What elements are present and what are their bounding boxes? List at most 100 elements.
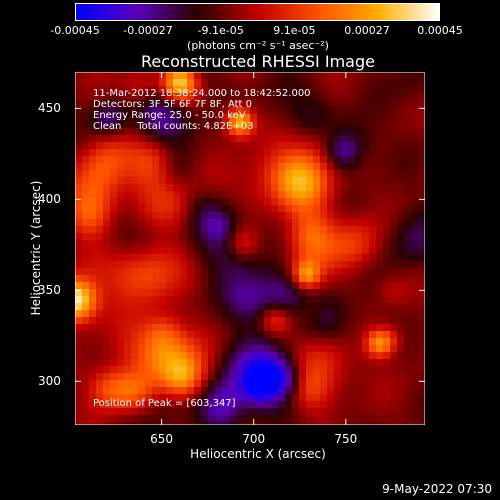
heatmap-cell (376, 268, 383, 275)
heatmap-cell (306, 114, 313, 121)
heatmap-cell (348, 415, 355, 422)
heatmap-cell (229, 387, 236, 394)
heatmap-cell (278, 359, 285, 366)
heatmap-cell (159, 254, 166, 261)
heatmap-cell (138, 422, 145, 425)
heatmap-cell (117, 177, 124, 184)
heatmap-cell (257, 205, 264, 212)
heatmap-cell (313, 205, 320, 212)
heatmap-cell (166, 317, 173, 324)
heatmap-cell (397, 191, 404, 198)
heatmap-cell (257, 226, 264, 233)
heatmap-cell (229, 415, 236, 422)
heatmap-cell (82, 422, 89, 425)
heatmap-cell (208, 191, 215, 198)
heatmap-cell (390, 366, 397, 373)
heatmap-cell (187, 422, 194, 425)
heatmap-cell (362, 324, 369, 331)
heatmap-cell (82, 177, 89, 184)
heatmap-cell (271, 72, 278, 79)
heatmap-cell (124, 156, 131, 163)
heatmap-cell (229, 359, 236, 366)
heatmap-cell (215, 261, 222, 268)
heatmap-cell (376, 380, 383, 387)
heatmap-cell (152, 387, 159, 394)
heatmap-cell (131, 219, 138, 226)
heatmap-cell (355, 422, 362, 425)
heatmap-cell (257, 114, 264, 121)
heatmap-cell (110, 177, 117, 184)
heatmap-cell (173, 401, 180, 408)
heatmap-cell (96, 156, 103, 163)
heatmap-cell (75, 247, 82, 254)
heatmap-cell (180, 177, 187, 184)
heatmap-cell (166, 289, 173, 296)
heatmap-cell (334, 338, 341, 345)
annotation-time-range: 11-Mar-2012 18:38:24.000 to 18:42:52.000 (93, 88, 311, 99)
heatmap-cell (82, 345, 89, 352)
heatmap-cell (334, 345, 341, 352)
heatmap-cell (152, 359, 159, 366)
heatmap-cell (222, 268, 229, 275)
heatmap-cell (271, 86, 278, 93)
heatmap-cell (103, 352, 110, 359)
heatmap-cell (194, 324, 201, 331)
heatmap-cell (187, 177, 194, 184)
heatmap-cell (376, 142, 383, 149)
heatmap-cell (124, 261, 131, 268)
heatmap-cell (341, 380, 348, 387)
heatmap-cell (383, 373, 390, 380)
heatmap-cell (75, 191, 82, 198)
heatmap-cell (229, 170, 236, 177)
heatmap-cell (362, 387, 369, 394)
heatmap-cell (194, 163, 201, 170)
heatmap-cell (397, 366, 404, 373)
heatmap-cell (138, 107, 145, 114)
heatmap-cell (341, 191, 348, 198)
heatmap-cell (348, 107, 355, 114)
heatmap-cell (306, 93, 313, 100)
heatmap-cell (103, 394, 110, 401)
heatmap-cell (271, 317, 278, 324)
heatmap-cell (264, 184, 271, 191)
heatmap-cell (348, 366, 355, 373)
heatmap-cell (229, 394, 236, 401)
heatmap-cell (194, 303, 201, 310)
heatmap-cell (355, 226, 362, 233)
heatmap-cell (411, 394, 418, 401)
heatmap-cell (348, 275, 355, 282)
heatmap-cell (278, 170, 285, 177)
heatmap-cell (145, 345, 152, 352)
heatmap-cell (103, 331, 110, 338)
heatmap-cell (313, 352, 320, 359)
heatmap-cell (110, 338, 117, 345)
heatmap-cell (117, 198, 124, 205)
heatmap-cell (152, 93, 159, 100)
heatmap-cell (348, 128, 355, 135)
heatmap-cell (201, 310, 208, 317)
heatmap-cell (201, 268, 208, 275)
heatmap-cell (264, 422, 271, 425)
heatmap-cell (173, 114, 180, 121)
heatmap-cell (75, 205, 82, 212)
heatmap-cell (180, 247, 187, 254)
heatmap-cell (250, 177, 257, 184)
heatmap-cell (369, 387, 376, 394)
heatmap-cell (89, 387, 96, 394)
heatmap-cell (299, 331, 306, 338)
heatmap-cell (236, 107, 243, 114)
heatmap-cell (152, 331, 159, 338)
heatmap-cell (152, 317, 159, 324)
heatmap-cell (376, 212, 383, 219)
heatmap-cell (75, 72, 82, 79)
heatmap-cell (103, 275, 110, 282)
heatmap-cell (320, 177, 327, 184)
heatmap-cell (369, 408, 376, 415)
heatmap-cell (117, 268, 124, 275)
heatmap-cell (397, 184, 404, 191)
heatmap-cell (299, 387, 306, 394)
heatmap-cell (173, 366, 180, 373)
heatmap-cell (362, 177, 369, 184)
heatmap-cell (376, 86, 383, 93)
heatmap-cell (376, 219, 383, 226)
